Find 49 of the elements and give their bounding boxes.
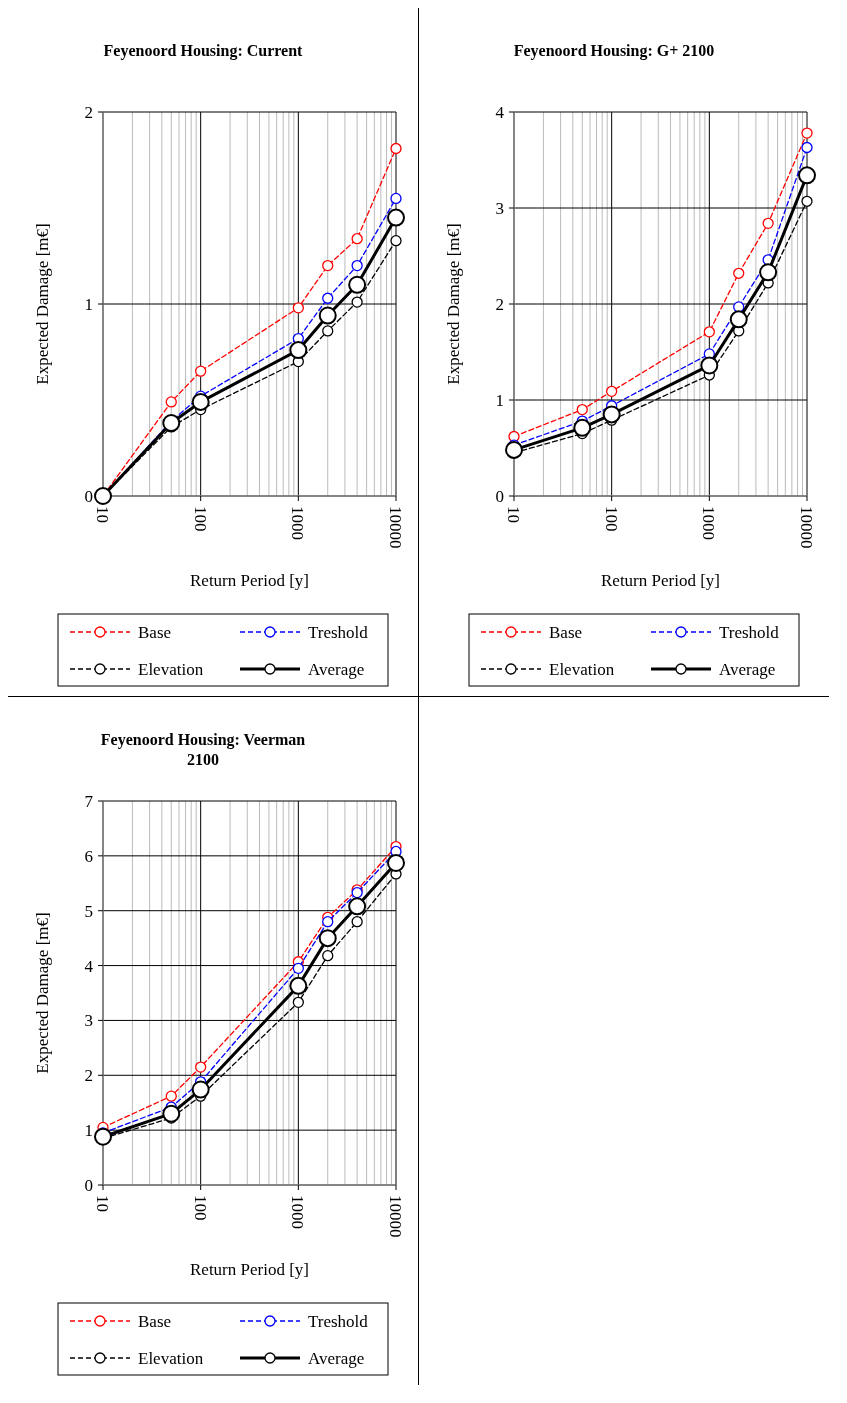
- y-tick-label: 0: [84, 1175, 93, 1195]
- x-tick-label: 10000: [386, 506, 406, 549]
- y-tick-label: 4: [495, 102, 505, 122]
- legend-label: Elevation: [549, 659, 615, 679]
- legend-label: Elevation: [138, 659, 204, 679]
- legend-label: Base: [549, 622, 583, 642]
- x-axis-title: Return Period [y]: [190, 1260, 309, 1279]
- legend-label: Treshold: [308, 622, 369, 642]
- x-tick-label: 10: [93, 1195, 113, 1212]
- chart-title: Feyenoord Housing: G+ 2100: [513, 42, 715, 60]
- y-tick-label: 3: [495, 198, 504, 218]
- y-tick-label: 1: [84, 294, 93, 314]
- legend-label: Average: [308, 659, 365, 679]
- legend-label: Elevation: [138, 1348, 204, 1368]
- x-tick-label: 100: [190, 1195, 210, 1221]
- legend-label: Treshold: [308, 1311, 369, 1331]
- y-tick-label: 5: [84, 901, 93, 921]
- x-tick-label: 10000: [386, 1195, 406, 1238]
- legend-label: Treshold: [719, 622, 780, 642]
- y-tick-label: 0: [495, 486, 504, 506]
- y-tick-label: 3: [84, 1011, 93, 1031]
- y-tick-label: 2: [84, 1066, 93, 1086]
- legend-label: Average: [308, 1348, 365, 1368]
- legend-label: Average: [719, 659, 776, 679]
- x-tick-label: 10000: [797, 506, 817, 549]
- x-tick-label: 10: [93, 506, 113, 523]
- y-axis-title: Expected Damage [m€]: [33, 223, 52, 385]
- x-tick-label: 1000: [288, 506, 308, 540]
- y-axis-title: Expected Damage [m€]: [33, 912, 52, 1074]
- y-tick-label: 2: [84, 102, 93, 122]
- legend-label: Base: [138, 622, 172, 642]
- y-tick-label: 6: [84, 846, 93, 866]
- y-tick-label: 1: [84, 1121, 93, 1141]
- y-tick-label: 1: [495, 390, 504, 410]
- x-axis-title: Return Period [y]: [601, 571, 720, 590]
- x-tick-label: 100: [601, 506, 621, 532]
- y-tick-label: 2: [495, 294, 504, 314]
- y-tick-label: 0: [84, 486, 93, 506]
- x-tick-label: 1000: [699, 506, 719, 540]
- x-axis-title: Return Period [y]: [190, 571, 309, 590]
- legend-label: Base: [138, 1311, 172, 1331]
- chart-title: Feyenoord Housing: Veerman 2100: [100, 731, 306, 768]
- x-tick-label: 1000: [288, 1195, 308, 1229]
- x-tick-label: 10: [504, 506, 524, 523]
- y-tick-label: 7: [84, 791, 94, 811]
- y-axis-title: Expected Damage [m€]: [444, 223, 463, 385]
- y-tick-label: 4: [84, 956, 94, 976]
- x-tick-label: 100: [190, 506, 210, 532]
- chart-title: Feyenoord Housing: Current: [103, 42, 304, 60]
